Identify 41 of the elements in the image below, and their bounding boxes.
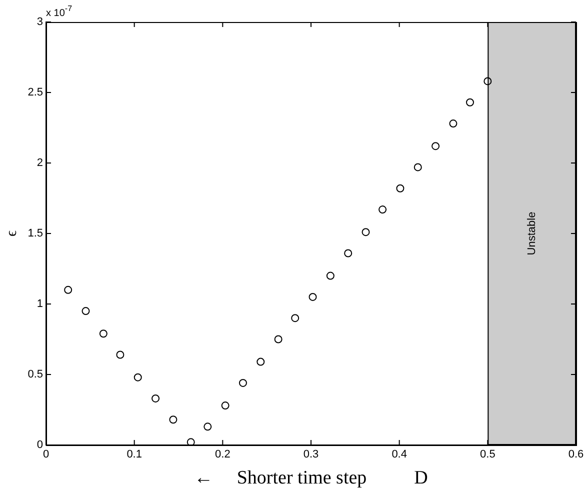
x-tick-label: 0.4	[392, 448, 407, 461]
point	[308, 292, 317, 301]
x-tick-label: 0.6	[568, 448, 584, 461]
point	[99, 330, 108, 338]
point	[204, 422, 212, 431]
point	[378, 206, 387, 214]
point	[344, 249, 352, 258]
point	[82, 307, 90, 316]
point	[326, 272, 334, 280]
x-tick-label: 0.2	[215, 448, 230, 461]
x-tick-label: 0.5	[480, 448, 496, 461]
y-tick-label: 0	[36, 439, 43, 452]
y-tick-label: 2	[36, 157, 43, 170]
point	[274, 335, 282, 344]
x-tick-label: 0.1	[126, 448, 142, 461]
y-tick-label: 0.5	[28, 368, 43, 381]
y-tick-label: 1.5	[28, 228, 43, 240]
y-tick-label: 3	[36, 16, 43, 28]
y-axis-title: ϵ	[4, 230, 20, 237]
point	[432, 142, 440, 150]
point	[64, 286, 72, 294]
point	[449, 120, 458, 128]
point	[221, 402, 230, 410]
point	[291, 314, 300, 322]
point	[116, 350, 124, 359]
point	[152, 394, 160, 402]
point	[414, 163, 422, 172]
point	[256, 358, 265, 366]
point	[466, 98, 474, 106]
point	[134, 373, 142, 382]
x-tick-label: 0.3	[303, 448, 319, 461]
x-axis-title: ← Shorter time step D	[194, 467, 428, 488]
band-label: Unstable	[526, 212, 538, 256]
point	[362, 228, 370, 236]
point	[484, 77, 492, 86]
point	[396, 184, 404, 192]
point	[186, 438, 195, 445]
y-tick-label: 2.5	[28, 86, 43, 99]
y-tick-label: 1	[36, 298, 43, 310]
point	[169, 416, 178, 424]
point	[238, 378, 247, 387]
